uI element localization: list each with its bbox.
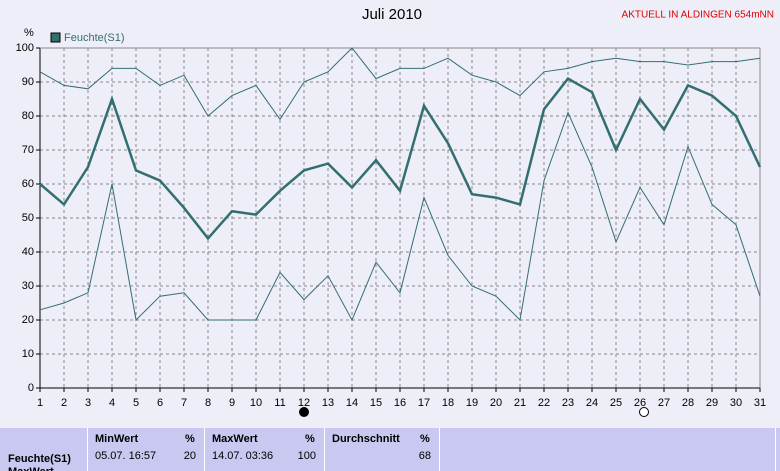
cell-unit: % — [420, 433, 430, 445]
x-tick-label: 30 — [730, 397, 742, 409]
x-tick-label: 29 — [706, 397, 718, 409]
y-tick-label: 30 — [22, 280, 34, 292]
x-tick-label: 8 — [205, 397, 211, 409]
y-tick-label: 100 — [16, 42, 34, 54]
x-tick-label: 9 — [229, 397, 235, 409]
x-tick-label: 2 — [61, 397, 67, 409]
series-line — [39, 76, 762, 241]
cell-value: 68 — [418, 450, 431, 462]
x-tick-label: 21 — [514, 397, 526, 409]
table-cell: Durchschnitt% 68 — [325, 428, 440, 471]
x-tick-label: 19 — [466, 397, 478, 409]
cell-heading: Durchschnitt — [332, 433, 400, 445]
y-tick-label: 10 — [22, 348, 34, 360]
x-tick-label: 1 — [37, 397, 43, 409]
x-tick-label: 17 — [418, 397, 430, 409]
x-tick-label: 28 — [682, 397, 694, 409]
full-moon-icon — [299, 407, 309, 417]
y-tick-label: 50 — [22, 212, 34, 224]
x-tick-label: 15 — [370, 397, 382, 409]
y-tick-label: 70 — [22, 144, 34, 156]
y-tick-label: 90 — [22, 76, 34, 88]
series-line — [39, 111, 761, 322]
x-tick-label: 3 — [85, 397, 91, 409]
x-tick-label: 13 — [322, 397, 334, 409]
x-tick-label: 7 — [181, 397, 187, 409]
x-tick-label: 27 — [658, 397, 670, 409]
row-label: Feuchte(S1) — [8, 453, 71, 465]
x-tick-label: 11 — [274, 397, 285, 409]
x-tick-label: 26 — [634, 397, 646, 409]
cell-time: 05.07. 16:57 — [95, 450, 157, 462]
y-tick-label: 0 — [28, 382, 34, 394]
new-moon-icon — [639, 407, 649, 417]
x-tick-label: 10 — [250, 397, 262, 409]
cell-heading: MinWert — [95, 433, 139, 445]
legend-label: Feuchte(S1) — [64, 32, 125, 44]
x-tick-label: 4 — [109, 397, 115, 409]
table-cell: Feuchte(S1)MaxWert — [0, 428, 88, 471]
x-tick-label: 22 — [538, 397, 550, 409]
y-tick-label: 40 — [22, 246, 34, 258]
table-cell: MaxWert% 14.07. 03:36 100 — [205, 428, 325, 471]
x-tick-label: 23 — [562, 397, 574, 409]
y-tick-label: 20 — [22, 314, 34, 326]
cell-unit: % — [185, 433, 195, 445]
x-tick-label: 16 — [394, 397, 406, 409]
station-label: AKTUELL IN ALDINGEN 654mNN — [622, 10, 774, 21]
x-tick-label: 20 — [490, 397, 502, 409]
x-tick-label: 24 — [586, 397, 598, 409]
x-tick-label: 6 — [157, 397, 163, 409]
chart: Juli 2010 AKTUELL IN ALDINGEN 654mNN % F… — [16, 6, 774, 417]
cell-time: 14.07. 03:36 — [212, 450, 274, 462]
x-tick-label: 5 — [133, 397, 139, 409]
table-cell — [440, 428, 776, 471]
y-tick-label: 60 — [22, 178, 34, 190]
x-tick-label: 14 — [346, 397, 358, 409]
cell-value: 100 — [297, 450, 316, 462]
row-label-cut: MaxWert — [8, 466, 54, 471]
x-tick-label: 25 — [610, 397, 622, 409]
x-tick-label: 18 — [442, 397, 454, 409]
x-tick-label: 12 — [298, 397, 310, 409]
summary-table: Feuchte(S1)MaxWertMinWert%05.07. 16:5720… — [0, 428, 780, 471]
table-cell: MinWert% 05.07. 16:57 20 — [88, 428, 205, 471]
series-line — [39, 47, 761, 121]
chart-title: Juli 2010 — [362, 6, 422, 23]
cell-value: 20 — [183, 450, 196, 462]
cell-unit: % — [305, 433, 315, 445]
x-tick-label: 31 — [754, 397, 766, 409]
y-axis-label: % — [24, 27, 34, 39]
y-tick-label: 80 — [22, 110, 34, 122]
cell-heading: MaxWert — [212, 433, 258, 445]
legend-swatch — [50, 32, 61, 43]
